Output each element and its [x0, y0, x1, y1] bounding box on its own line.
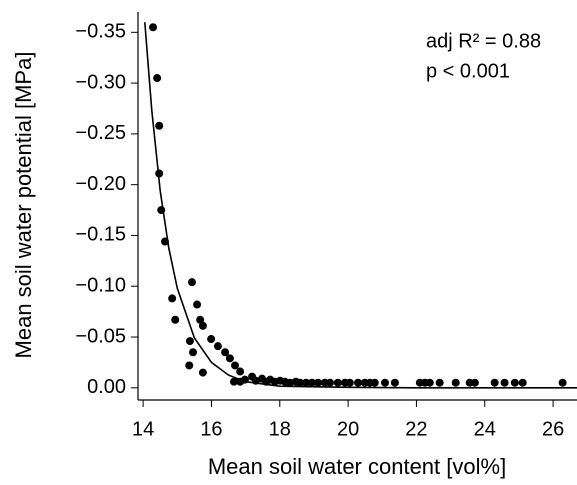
point — [193, 300, 202, 309]
point — [185, 337, 194, 346]
point — [157, 206, 166, 215]
point — [510, 378, 519, 387]
y-tick-label: −0.05 — [75, 325, 126, 347]
point — [149, 23, 158, 32]
point — [155, 121, 164, 130]
annotation: adj R² = 0.88 — [426, 30, 541, 52]
point — [451, 378, 460, 387]
point — [518, 378, 527, 387]
point — [213, 342, 222, 351]
point — [198, 321, 207, 330]
x-tick-label: 20 — [337, 418, 359, 440]
y-tick-label: −0.15 — [75, 224, 126, 246]
point — [207, 335, 216, 344]
x-tick-label: 24 — [474, 418, 496, 440]
point — [168, 294, 177, 303]
point — [390, 378, 399, 387]
point — [333, 378, 342, 387]
point — [314, 378, 323, 387]
y-tick-label: −0.25 — [75, 122, 126, 144]
point — [490, 378, 499, 387]
point — [425, 378, 434, 387]
y-tick-label: 0.00 — [87, 376, 126, 398]
x-tick-label: 26 — [542, 418, 564, 440]
y-tick-label: −0.10 — [75, 275, 126, 297]
y-tick-label: −0.30 — [75, 71, 126, 93]
point — [370, 378, 379, 387]
annotation: p < 0.001 — [426, 60, 510, 82]
point — [187, 278, 196, 287]
x-tick-label: 18 — [269, 418, 291, 440]
point — [185, 361, 194, 370]
point — [558, 378, 567, 387]
y-axis-title: Mean soil water potential [MPa] — [11, 52, 36, 359]
point — [345, 378, 354, 387]
point — [155, 169, 164, 178]
point — [302, 378, 311, 387]
point — [229, 377, 238, 386]
point — [196, 315, 205, 324]
point — [221, 348, 230, 357]
point — [160, 237, 169, 246]
point — [325, 378, 334, 387]
x-tick-label: 16 — [200, 418, 222, 440]
point — [225, 354, 234, 363]
y-tick-label: −0.35 — [75, 21, 126, 43]
point — [189, 348, 198, 357]
y-tick-label: −0.20 — [75, 173, 126, 195]
point — [171, 315, 180, 324]
point — [435, 378, 444, 387]
point — [381, 378, 390, 387]
point — [354, 378, 363, 387]
x-tick-label: 14 — [132, 418, 154, 440]
fit-line — [144, 22, 577, 389]
point — [198, 368, 207, 377]
point — [240, 375, 249, 384]
point — [251, 376, 260, 385]
point — [231, 361, 240, 370]
point — [500, 378, 509, 387]
x-axis-title: Mean soil water content [vol%] — [208, 454, 506, 479]
point — [295, 378, 304, 387]
point — [236, 367, 245, 376]
point — [307, 378, 316, 387]
x-tick-label: 22 — [405, 418, 427, 440]
point — [470, 378, 479, 387]
point — [153, 74, 162, 83]
